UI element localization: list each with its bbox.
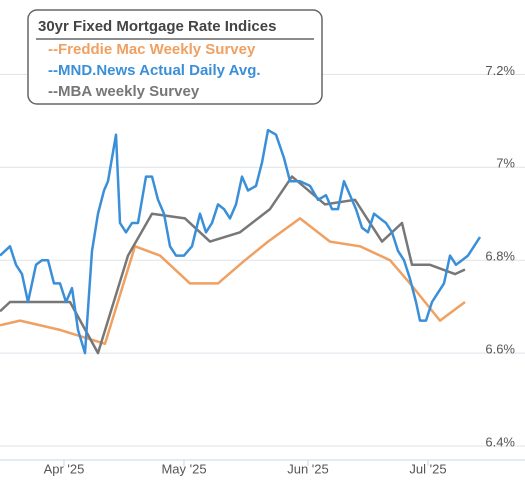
y-tick-label: 7.2% <box>485 63 515 78</box>
y-tick-label: 6.8% <box>485 249 515 264</box>
x-tick-label: May '25 <box>161 461 206 476</box>
plot-area: 7.2% 7% 6.8% 6.6% 6.4% Apr '25 May '25 Jun '25 J… <box>0 63 525 476</box>
legend-box <box>27 9 323 105</box>
x-tick-label: Jun '25 <box>287 461 329 476</box>
legend-entry: --MND.News Actual Daily Avg. <box>48 62 261 79</box>
y-tick-label: 6.4% <box>485 434 515 449</box>
series-line <box>0 128 482 355</box>
legend-entry: --MBA weekly Survey <box>48 83 200 100</box>
y-tick-label: 7% <box>496 156 515 171</box>
legend-title: 30yr Fixed Mortgage Rate Indices <box>38 18 276 35</box>
series-line <box>0 217 466 346</box>
x-tick-label: Jul '25 <box>409 461 446 476</box>
y-tick-label: 6.6% <box>485 342 515 357</box>
x-tick-label: Apr '25 <box>44 461 85 476</box>
legend-entry: --Freddie Mac Weekly Survey <box>48 41 256 58</box>
